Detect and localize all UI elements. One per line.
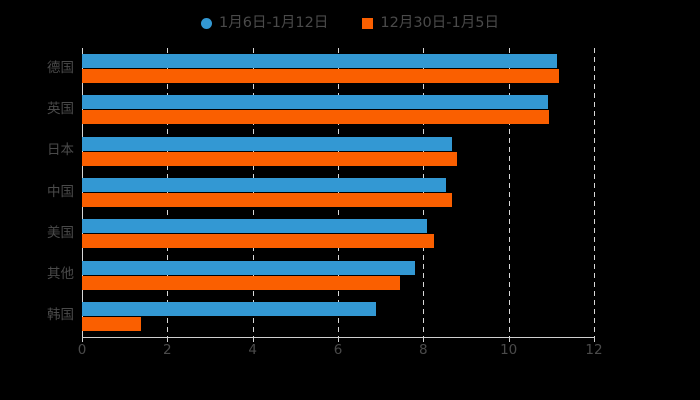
legend-label: 1月6日-1月12日	[219, 14, 329, 31]
bar[interactable]	[82, 193, 452, 207]
x-tick-mark	[167, 337, 169, 342]
x-tick-mark	[252, 337, 254, 342]
y-axis-label: 英国	[47, 100, 74, 117]
x-axis-label: 2	[163, 342, 172, 358]
bar[interactable]	[82, 301, 376, 316]
bar[interactable]	[82, 178, 446, 192]
bar[interactable]	[82, 260, 415, 275]
legend-item[interactable]: 12月30日-1月5日	[362, 16, 499, 31]
y-axis-label: 中国	[47, 183, 74, 200]
y-axis-label: 美国	[47, 224, 74, 241]
bar[interactable]	[82, 275, 400, 290]
x-axis-label: 4	[248, 342, 257, 358]
bar[interactable]	[82, 54, 557, 69]
x-tick-mark	[338, 337, 339, 342]
x-axis-label: 10	[500, 342, 518, 358]
legend-marker-circle-icon	[201, 17, 213, 29]
bar[interactable]	[82, 69, 559, 84]
legend-item[interactable]: 1月6日-1月12日	[201, 16, 328, 31]
legend-marker-square-icon	[362, 17, 374, 29]
x-axis-label: 12	[585, 342, 603, 358]
gridline	[167, 48, 169, 337]
bar[interactable]	[82, 234, 434, 249]
gridline	[338, 48, 339, 337]
y-axis-label: 其他	[47, 266, 74, 283]
y-axis-label: 日本	[47, 142, 74, 159]
x-tick-mark	[82, 337, 83, 342]
bar[interactable]	[82, 219, 427, 234]
gridline	[508, 48, 510, 337]
x-tick-mark	[423, 337, 425, 342]
bar[interactable]	[82, 95, 548, 110]
gridline	[252, 48, 254, 337]
bar[interactable]	[82, 110, 550, 125]
plot-area	[82, 48, 595, 337]
bar[interactable]	[82, 151, 458, 166]
x-axis-label: 0	[77, 342, 87, 358]
x-axis-labels: 0 2 4 6 8 10 12	[0, 342, 700, 364]
x-axis-label: 8	[419, 342, 428, 358]
y-axis-label: 韩国	[47, 307, 74, 324]
bar[interactable]	[82, 136, 452, 151]
y-axis-label: 德国	[47, 59, 74, 76]
chart-legend: 1月6日-1月12日 12月30日-1月5日	[0, 12, 700, 34]
x-axis-label: 6	[333, 342, 343, 358]
gridline	[82, 48, 83, 337]
x-tick-mark	[508, 337, 510, 342]
bar[interactable]	[82, 316, 141, 331]
y-axis-labels: 德国英国日本中国美国其他韩国	[10, 48, 74, 337]
gridline	[423, 48, 425, 337]
gridline	[594, 48, 595, 337]
x-tick-mark	[594, 337, 595, 342]
legend-label: 12月30日-1月5日	[380, 14, 499, 31]
